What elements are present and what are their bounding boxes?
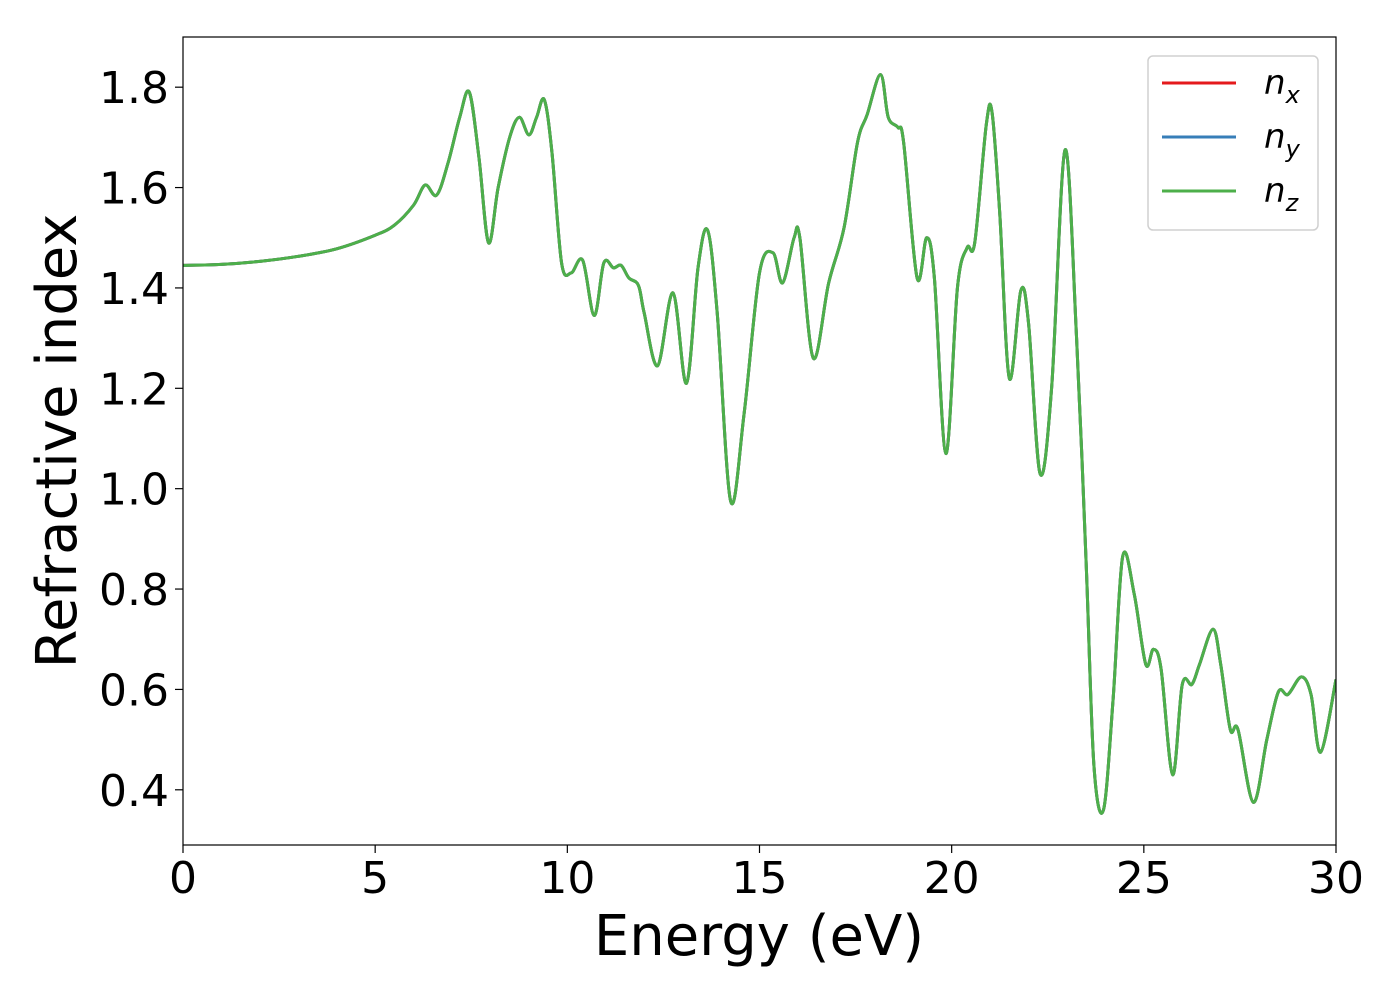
x-axis-ticks: 0 5 10 15 20 25 30 [169,845,1364,904]
x-tick-label: 0 [169,853,197,904]
plot-area [183,37,1336,845]
y-tick-label: 0.8 [99,565,169,616]
y-tick-label: 1.0 [99,465,169,516]
series-layer [183,73,1336,815]
y-axis-ticks: 0.4 0.6 0.8 1.0 1.2 1.4 1.6 1.8 [99,63,183,817]
series-line-nz [183,73,1336,815]
x-axis-title: Energy (eV) [594,904,924,969]
x-tick-label: 10 [539,853,595,904]
x-tick-label: 25 [1116,853,1172,904]
y-tick-label: 0.6 [99,665,169,716]
y-tick-label: 1.6 [99,164,169,215]
x-tick-label: 5 [361,853,389,904]
x-tick-label: 20 [924,853,980,904]
x-tick-label: 15 [732,853,788,904]
legend-label-ny: ny [1264,117,1301,163]
y-tick-label: 1.2 [99,364,169,415]
y-tick-label: 0.4 [99,766,169,817]
y-tick-label: 1.8 [99,63,169,114]
legend-box [1147,55,1319,231]
x-tick-label: 30 [1308,853,1364,904]
y-axis-title: Refractive index [25,214,90,669]
y-tick-label: 1.4 [99,264,169,315]
